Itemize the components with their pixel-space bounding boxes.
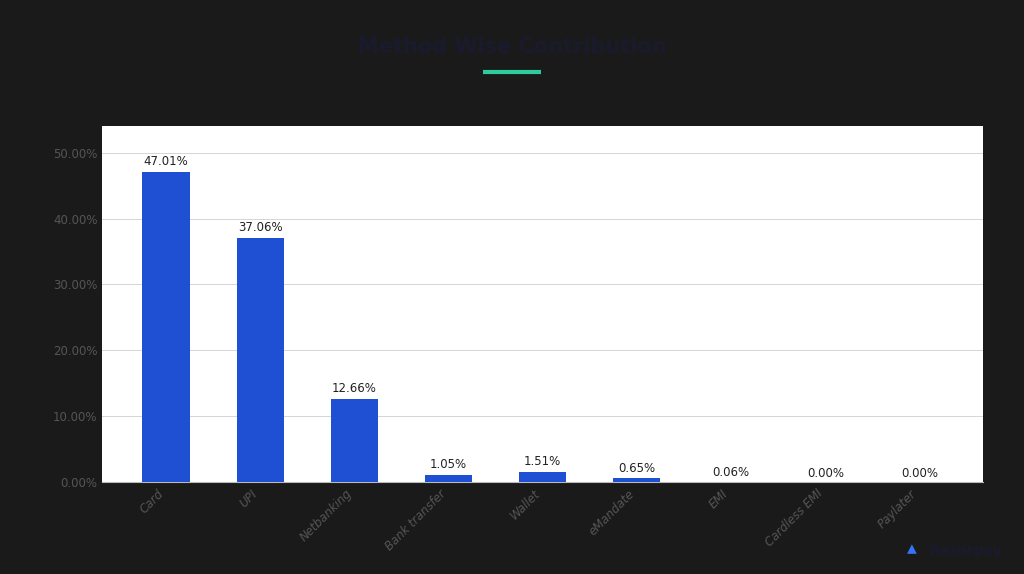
- Text: 0.06%: 0.06%: [713, 466, 750, 479]
- Text: 0.65%: 0.65%: [618, 462, 655, 475]
- Bar: [237, 238, 284, 482]
- Text: 37.06%: 37.06%: [238, 221, 283, 234]
- Bar: [519, 472, 566, 482]
- Text: 1.05%: 1.05%: [430, 458, 467, 471]
- Bar: [425, 475, 472, 482]
- Bar: [331, 399, 378, 482]
- Bar: [142, 172, 189, 482]
- Bar: [613, 478, 660, 482]
- Text: Razorpay: Razorpay: [930, 544, 1002, 558]
- Text: 0.00%: 0.00%: [807, 467, 844, 480]
- Text: ▴: ▴: [906, 539, 916, 558]
- Text: 0.00%: 0.00%: [901, 467, 938, 480]
- Text: 12.66%: 12.66%: [332, 382, 377, 395]
- Text: Method Wise Contribution: Method Wise Contribution: [357, 37, 667, 57]
- Text: 1.51%: 1.51%: [524, 455, 561, 468]
- Text: 47.01%: 47.01%: [143, 156, 188, 168]
